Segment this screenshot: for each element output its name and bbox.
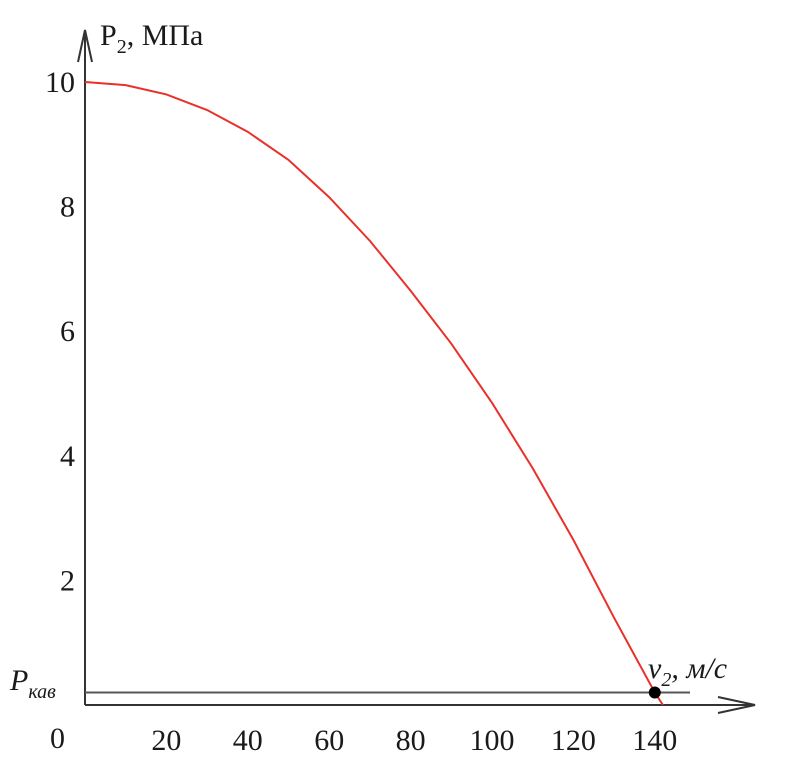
svg-text:v2, м/с: v2, м/с	[648, 652, 727, 691]
x-tick-label: 60	[314, 724, 344, 757]
origin-label: 0	[50, 722, 65, 755]
x-tick-label: 120	[551, 724, 596, 757]
reference-line-label-sub: кав	[28, 681, 56, 703]
x-tick-label: 40	[233, 724, 263, 757]
y-axis-title-main: P	[100, 19, 117, 52]
y-tick-labels: 2 4 6 8 10	[45, 66, 75, 597]
svg-text:P2, МПа: P2, МПа	[100, 19, 203, 58]
x-tick-label: 140	[632, 724, 677, 757]
y-tick-label: 4	[60, 440, 75, 473]
y-axis-title: P2, МПа	[100, 19, 203, 58]
series-line	[84, 81, 664, 706]
axes	[77, 29, 756, 714]
reference-line-label: Pкав	[9, 664, 56, 703]
y-tick-label: 2	[60, 564, 75, 597]
x-axis-title: v2, м/с	[648, 652, 727, 691]
x-tick-labels: 20 40 60 80 100 120 140	[151, 724, 677, 757]
x-tick-label: 20	[151, 724, 181, 757]
y-tick-label: 10	[45, 66, 75, 99]
x-axis-arrow	[717, 696, 756, 714]
y-tick-label: 8	[60, 191, 75, 224]
x-axis-title-sub: 2	[661, 669, 671, 691]
x-axis-title-unit: , м/с	[671, 652, 727, 685]
intersection-marker	[648, 686, 661, 699]
x-tick-label: 100	[470, 724, 515, 757]
y-axis-title-unit: , МПа	[127, 19, 204, 52]
y-axis-arrow	[77, 29, 93, 63]
y-axis-title-sub: 2	[117, 36, 127, 58]
x-tick-label: 80	[396, 724, 426, 757]
svg-text:Pкав: Pкав	[9, 664, 56, 703]
reference-line-label-main: P	[9, 664, 28, 697]
y-tick-label: 6	[60, 315, 75, 348]
x-axis-title-main: v	[648, 652, 662, 685]
